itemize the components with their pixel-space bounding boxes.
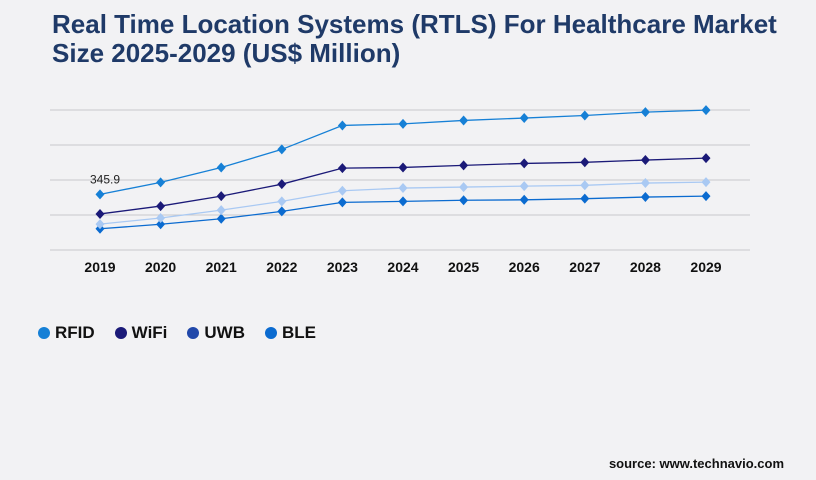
- data-point: [398, 162, 408, 173]
- data-point: [156, 212, 166, 223]
- data-point: [640, 155, 650, 166]
- data-point: [337, 120, 347, 131]
- data-point: [95, 219, 105, 230]
- data-label: 345.9: [90, 172, 120, 186]
- data-point: [519, 181, 529, 192]
- data-point: [519, 194, 529, 205]
- x-tick-label: 2019: [84, 259, 115, 275]
- data-point: [640, 107, 650, 118]
- data-point: [337, 185, 347, 196]
- legend-item-wifi: WiFi: [114, 323, 168, 343]
- x-tick-label: 2026: [509, 259, 540, 275]
- data-point: [701, 153, 711, 164]
- source-text: source: www.technavio.com: [608, 456, 784, 471]
- data-point: [640, 192, 650, 203]
- data-point: [519, 113, 529, 124]
- legend: RFID WiFi UWB BLE: [38, 323, 316, 343]
- data-point: [156, 201, 166, 212]
- data-point: [277, 144, 287, 155]
- x-tick-label: 2027: [569, 259, 600, 275]
- chart-title: Real Time Location Systems (RTLS) For He…: [52, 9, 777, 68]
- x-tick-label: 2028: [630, 259, 661, 275]
- data-point: [701, 191, 711, 202]
- data-point: [216, 205, 226, 216]
- legend-marker-icon: [265, 327, 278, 339]
- data-point: [216, 162, 226, 173]
- data-point: [95, 189, 105, 200]
- data-point: [398, 196, 408, 207]
- data-point: [277, 196, 287, 207]
- data-point: [640, 178, 650, 189]
- data-point: [156, 177, 166, 188]
- legend-item-ble: BLE: [265, 323, 316, 343]
- data-point: [277, 206, 287, 217]
- data-point: [216, 191, 226, 202]
- data-point: [459, 195, 469, 206]
- legend-label: RFID: [55, 323, 95, 342]
- x-tick-label: 2023: [327, 259, 358, 275]
- data-point: [398, 118, 408, 129]
- data-point: [459, 160, 469, 171]
- legend-label: BLE: [282, 323, 317, 342]
- data-point: [580, 193, 590, 204]
- data-point: [580, 180, 590, 191]
- legend-label: WiFi: [131, 323, 168, 342]
- data-point: [95, 208, 105, 219]
- data-point: [519, 158, 529, 169]
- data-point: [580, 157, 590, 168]
- data-point: [277, 179, 287, 190]
- data-point: [156, 219, 166, 230]
- x-tick-label: 2022: [266, 259, 297, 275]
- data-point: [580, 110, 590, 121]
- legend-label: UWB: [204, 323, 246, 342]
- data-point: [398, 183, 408, 194]
- legend-marker-icon: [114, 327, 127, 339]
- x-tick-label: 2020: [145, 259, 176, 275]
- x-tick-label: 2029: [690, 259, 721, 275]
- data-point: [701, 105, 711, 116]
- legend-item-uwb: UWB: [187, 323, 245, 343]
- data-point: [459, 182, 469, 193]
- x-tick-label: 2024: [387, 259, 418, 275]
- data-point: [459, 115, 469, 126]
- data-point: [337, 197, 347, 208]
- data-point: [701, 177, 711, 188]
- legend-marker-icon: [38, 327, 50, 339]
- data-point: [337, 163, 347, 174]
- x-tick-label: 2021: [206, 259, 237, 275]
- legend-marker-icon: [187, 327, 200, 339]
- data-point: [216, 213, 226, 224]
- legend-item-rfid: RFID: [38, 323, 95, 343]
- x-tick-label: 2025: [448, 259, 479, 275]
